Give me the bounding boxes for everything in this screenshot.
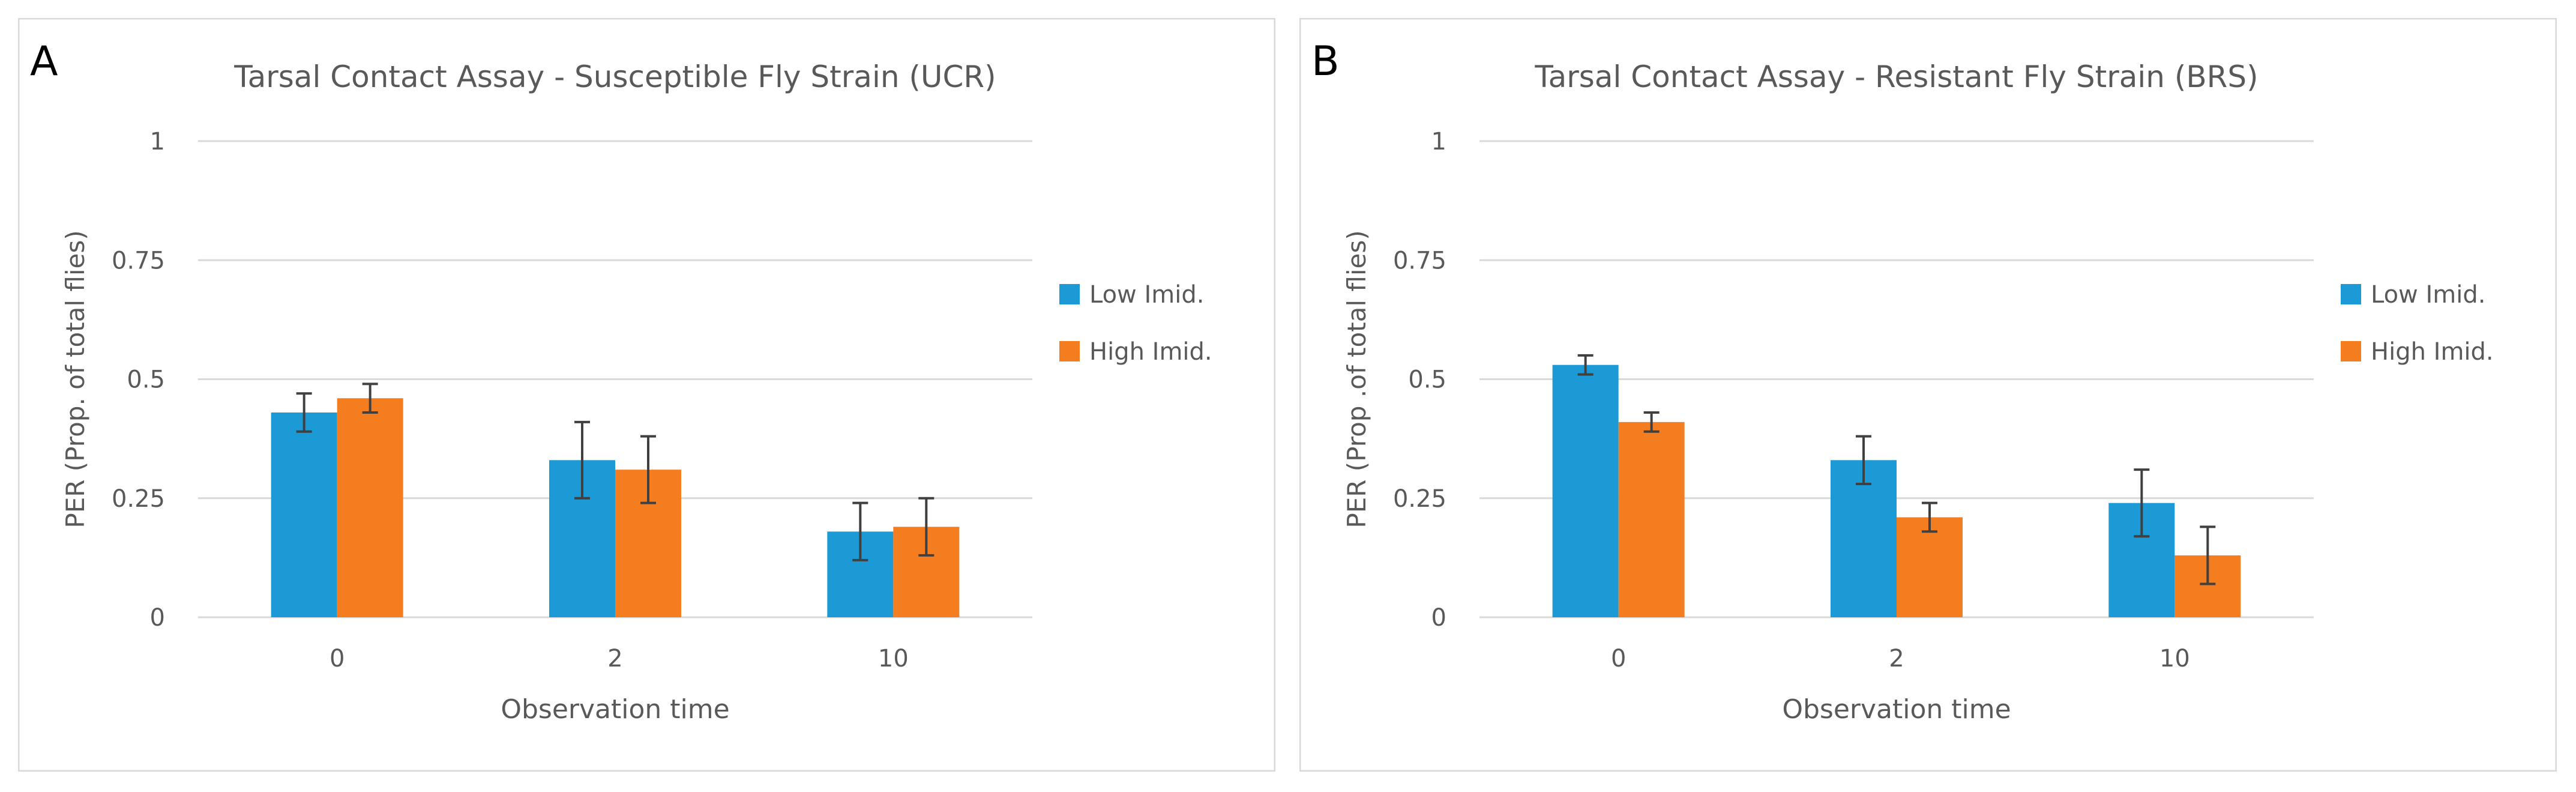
x-axis-label: Observation time — [501, 694, 729, 725]
y-axis-label: PER (Prop .of total flies) — [1342, 230, 1371, 528]
y-tick-label: 1 — [150, 128, 165, 156]
legend-label: High Imid. — [1089, 338, 1212, 366]
chart-panel-a: A Tarsal Contact Assay - Susceptible Fly … — [18, 18, 1275, 772]
y-tick-label: 0.75 — [1393, 247, 1446, 274]
bar — [337, 398, 403, 617]
x-tick-label: 10 — [878, 645, 909, 673]
bar — [271, 413, 337, 617]
x-tick-label: 10 — [2159, 645, 2190, 673]
y-tick-label: 0.5 — [1408, 366, 1446, 394]
y-axis-label: PER (Prop. of total flies) — [61, 230, 90, 528]
bar — [1618, 422, 1685, 617]
bar — [1552, 364, 1619, 617]
legend-label: Low Imid. — [2371, 281, 2485, 309]
chart-panel-b: B Tarsal Contact Assay - Resistant Fly St… — [1299, 18, 2557, 772]
x-axis-label: Observation time — [1782, 694, 2011, 725]
panel-letter: B — [1311, 38, 1340, 85]
legend-label: Low Imid. — [1089, 281, 1204, 309]
legend-swatch — [2341, 284, 2361, 304]
panel-letter: A — [30, 38, 58, 85]
x-tick-label: 0 — [330, 645, 345, 673]
chart-title: Tarsal Contact Assay - Resistant Fly Str… — [1534, 59, 2258, 94]
x-tick-label: 2 — [1889, 645, 1904, 673]
legend-swatch — [1059, 284, 1080, 304]
y-tick-label: 0.5 — [127, 366, 165, 394]
chart-svg-a: A Tarsal Contact Assay - Susceptible Fly … — [18, 18, 1275, 772]
chart-frame — [18, 18, 1275, 772]
legend-swatch — [1059, 341, 1080, 361]
y-tick-label: 0.75 — [112, 247, 165, 274]
chart-frame — [1299, 18, 2557, 772]
y-tick-label: 0.25 — [1393, 485, 1446, 513]
x-tick-label: 0 — [1611, 645, 1626, 673]
chart-svg-b: B Tarsal Contact Assay - Resistant Fly St… — [1299, 18, 2557, 772]
y-tick-label: 0.25 — [112, 485, 165, 513]
bar — [1897, 517, 1963, 617]
y-tick-label: 0 — [1431, 604, 1446, 632]
y-tick-label: 1 — [1431, 128, 1446, 156]
chart-title: Tarsal Contact Assay - Susceptible Fly S… — [233, 59, 996, 94]
legend-label: High Imid. — [2371, 338, 2494, 366]
x-tick-label: 2 — [607, 645, 622, 673]
legend-swatch — [2341, 341, 2361, 361]
y-tick-label: 0 — [150, 604, 165, 632]
bar — [1831, 460, 1897, 617]
